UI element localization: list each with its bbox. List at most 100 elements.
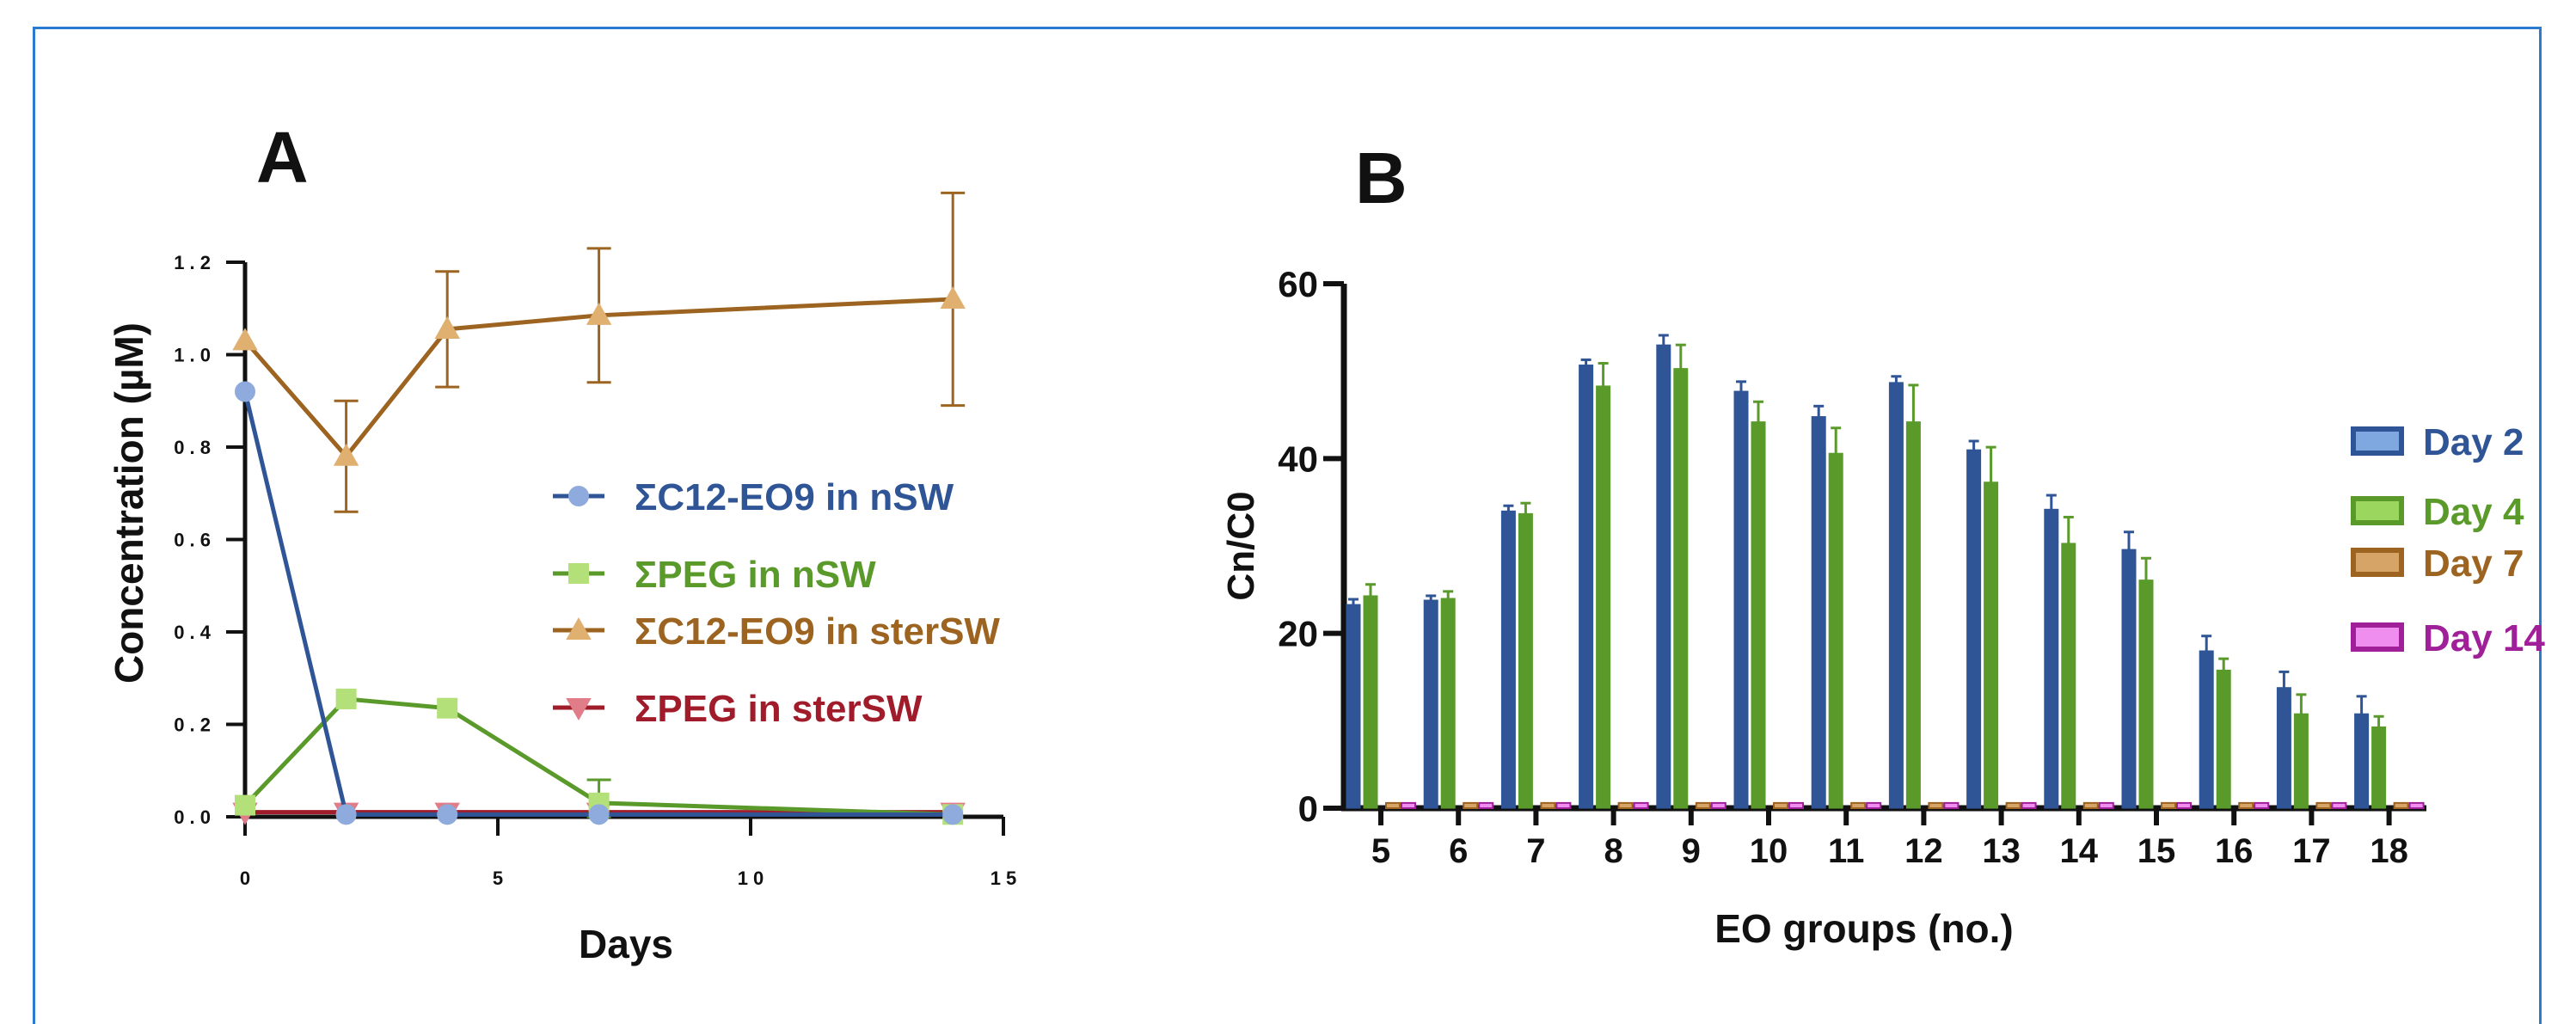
panel-b-bar-day-2 [1579,365,1594,809]
panel-b-x-tick-label: 16 [2215,832,2254,870]
panel-b-legend-label: Day 2 [2423,421,2524,463]
panel-a-series-2-point [940,285,966,309]
panel-b-legend-label: Day 4 [2423,491,2524,533]
panel-b-bar-day-14 [1401,801,1416,810]
panel-a-y-tick-label: 0 . 6 [174,530,211,551]
panel-a-legend-label: ΣC12-EO9 in nSW [635,476,954,518]
panel-b-bar-day-4 [1673,368,1689,809]
panel-b-bar-day-4 [1828,452,1843,809]
panel-a-series-0-point [235,381,255,402]
panel-b-bar-day-7 [1695,801,1711,810]
panel-b-bar-day-14 [1866,801,1882,810]
panel-a-legend-marker [568,486,589,506]
panel-a-legend-label: ΣPEG in sterSW [635,688,923,730]
panel-b-legend-swatch [2351,548,2404,577]
panel-b-bar-day-2 [1733,390,1749,809]
panel-b-bar-day-14 [1478,801,1494,810]
panel-b-label: B [1355,138,1408,218]
panel-b-bar-day-4 [1984,481,1999,809]
panel-a-legend-marker [566,616,592,640]
panel-b-bar-day-4 [2138,579,2154,809]
panel-b-bar-day-2 [1656,344,1671,809]
panel-a-series-0-point [588,804,610,825]
panel-b-x-axis-title: EO groups (no.) [1714,906,2014,951]
panel-b-bar-day-14 [2331,801,2347,810]
panel-a-legend-label: ΣC12-EO9 in sterSW [635,610,1000,653]
panel-a-series-0-point [335,804,357,825]
panel-b-x-tick-label: 14 [2060,832,2099,870]
panel-b-bar-day-4 [2061,543,2076,809]
panel-b-bar-day-14 [2176,801,2192,810]
panel-b-y-tick-label: 20 [1278,614,1318,654]
panel-b-x-tick-label: 7 [1526,832,1545,870]
panel-b-y-tick-label: 40 [1278,438,1318,479]
panel-b-bar-day-7 [1540,801,1556,810]
panel-a-y-axis-title: Concentration (µM) [107,322,151,684]
panel-a-y-tick-label: 1 . 0 [174,345,211,366]
panel-b-bar-day-2 [1888,382,1904,809]
panel-a-x-tick-label: 1 0 [738,868,764,889]
panel-b-legend-swatch [2351,622,2404,652]
panel-b-bar-day-7 [1617,801,1634,810]
panel-b-bar-day-4 [1751,421,1766,809]
panel-a-x-axis-title: Days [579,922,673,966]
panel-b-bar-day-2 [2044,508,2059,809]
panel-a-line-chart: 0 . 0 0 . 2 0 . 4 0 . 6 0 . 8 1 . 0 1 . 2 0 5 1 0… [174,191,1017,889]
panel-b-x-tick-label: 9 [1682,832,1701,870]
panel-a-label: A [256,117,309,198]
panel-b-bar-day-2 [2276,687,2291,809]
panel-b-bar-day-4 [1518,512,1533,809]
panel-b-legend-swatch [2351,496,2404,525]
panel-b-y-tick-label: 60 [1278,264,1318,304]
panel-a-series-2-point [586,302,612,325]
panel-b-bar-day-7 [2315,801,2332,810]
panel-b-bar-day-4 [1905,421,1921,809]
panel-b-bar-day-7 [1850,801,1867,810]
panel-a-x-tick-label: 0 [240,868,250,889]
panel-a-series-1-point [437,697,458,719]
panel-b-bar-chart: 0 20 40 60 5 6 7 8 9 10 11 12 13 14 15 16 17 18 Day 2 Day 4… [1278,264,2545,870]
panel-b-bar-day-7 [2082,801,2099,810]
panel-a-series-2-point [434,316,460,339]
panel-a-legend-marker [568,563,589,584]
panel-b-bar-day-2 [2354,713,2370,809]
panel-b-bar-day-14 [2408,801,2425,810]
panel-b-x-tick-label: 8 [1604,832,1622,870]
panel-b-x-tick-label: 6 [1449,832,1468,870]
panel-b-bar-day-2 [2121,549,2137,809]
panel-a-series-1-point [235,794,255,816]
panel-b-bar-day-14 [2098,801,2114,810]
panel-a-y-tick-label: 0 . 0 [174,806,211,828]
panel-b-legend-label: Day 14 [2423,617,2545,659]
panel-b-x-tick-label: 13 [1982,832,2021,870]
panel-b-legend-swatch [2351,426,2404,456]
panel-b-bar-day-4 [2293,713,2309,809]
panel-b-bar-day-7 [1463,801,1479,810]
panel-b-x-tick-label: 17 [2292,832,2331,870]
panel-b-bar-day-2 [1346,604,1361,809]
panel-a-series-2-point [333,443,359,466]
panel-b-bar-day-7 [1773,801,1788,810]
panel-b-x-tick-label: 5 [1371,832,1390,870]
panel-a-x-tick-label: 5 [493,868,503,889]
panel-b-bar-day-4 [2216,669,2231,809]
panel-b-bar-day-4 [1440,598,1456,809]
panel-a-y-tick-label: 1 . 2 [174,252,211,273]
panel-b-bar-day-14 [2254,801,2270,810]
panel-a-legend-marker [566,698,592,721]
panel-a-y-tick-label: 0 . 8 [174,437,211,458]
panel-b-bar-day-14 [1555,801,1572,810]
panel-a-x-tick-label: 1 5 [991,868,1017,889]
panel-b-x-tick-label: 12 [1904,832,1943,870]
figure-frame [33,27,2542,1024]
panel-b-bar-day-14 [1788,801,1804,810]
panel-b-bar-day-14 [1633,801,1649,810]
panel-b-bar-day-7 [2393,801,2409,810]
panel-b-bar-day-4 [1596,385,1611,809]
panel-b-bar-day-2 [2199,650,2214,809]
panel-b-bar-day-7 [2238,801,2254,810]
panel-b-bar-day-14 [1710,801,1727,810]
panel-b-x-tick-label: 11 [1828,832,1864,870]
panel-a-series-0-point [942,804,964,825]
panel-a-y-tick-label: 0 . 4 [174,622,212,643]
